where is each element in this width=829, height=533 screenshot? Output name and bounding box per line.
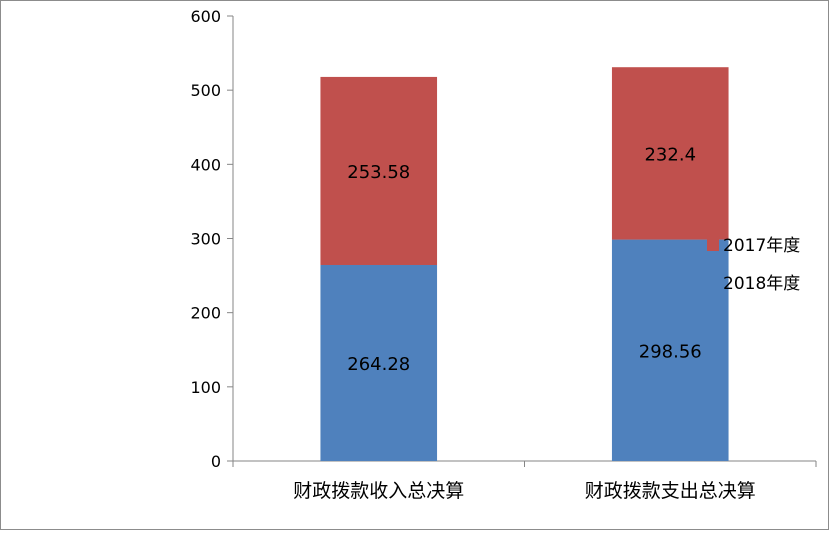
y-tick-label: 0 [211,452,221,471]
x-category-label: 财政拨款支出总决算 [585,480,756,502]
bar-segment [320,76,438,265]
data-label: 232.4 [644,144,696,165]
y-tick-label: 200 [190,304,221,323]
legend-swatch [707,239,719,251]
legend-label: 2018年度 [723,274,800,294]
legend-label: 2017年度 [723,236,800,256]
bar-segment [611,239,729,461]
data-label: 264.28 [347,354,410,375]
data-labels: 264.28 253.58 298.56 232.4 [347,144,701,375]
x-category-label: 财政拨款收入总决算 [293,480,464,502]
y-tick-label: 600 [190,7,221,26]
data-label: 298.56 [639,341,702,362]
legend: 2017年度 2018年度 [707,236,800,294]
bar-segment [611,67,729,240]
data-label: 253.58 [347,162,410,183]
bars [320,67,729,461]
y-tick-label: 100 [190,378,221,397]
y-tick-label: 400 [190,155,221,174]
y-tick-label: 500 [190,81,221,100]
y-tick-label: 300 [190,230,221,249]
axes: 0 100 200 300 400 500 600 财政拨款收入总决算 财政拨款支出总决算 [190,7,817,502]
bar-segment [320,264,438,461]
